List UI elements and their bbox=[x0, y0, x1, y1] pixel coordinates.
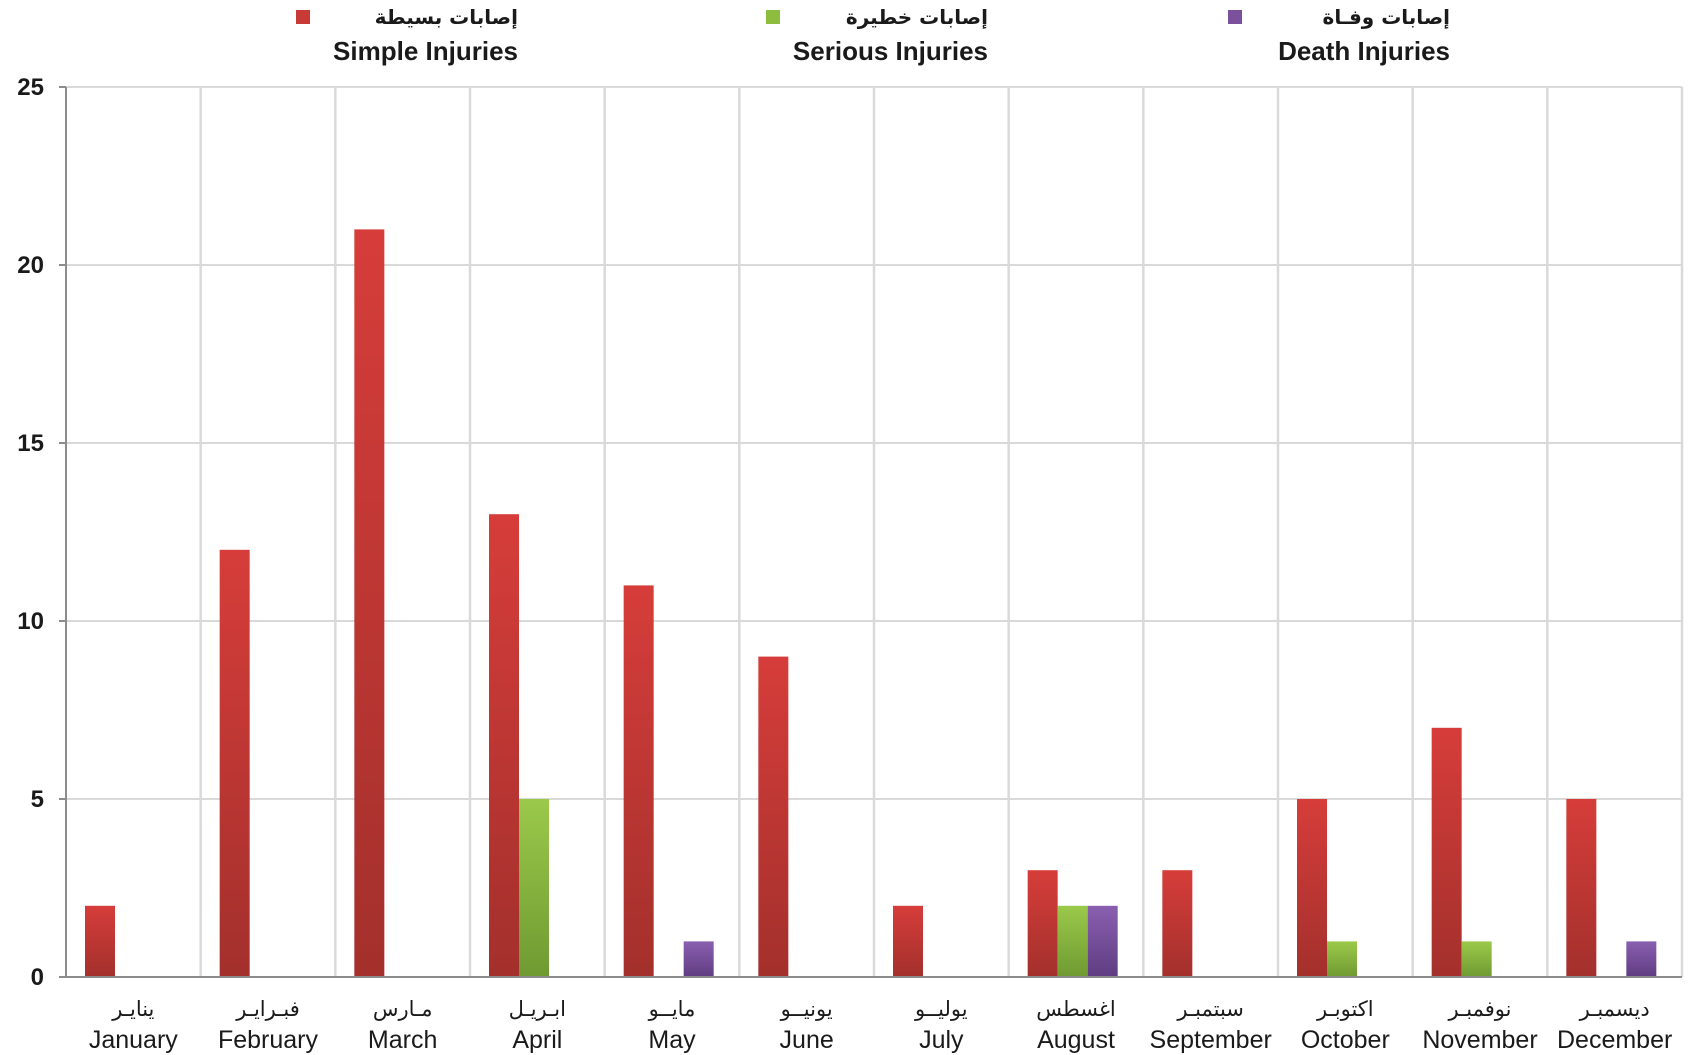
x-label-en-march: March bbox=[368, 1026, 437, 1054]
x-label-ar-january: ينايـر bbox=[111, 997, 154, 1021]
x-label-ar-may: مايــو bbox=[648, 997, 696, 1021]
x-label-en-november: November bbox=[1422, 1026, 1537, 1054]
bar-simple-injuries-december bbox=[1566, 799, 1597, 977]
y-tick-label-15: 15 bbox=[17, 430, 44, 457]
x-label-ar-august: اغسطس bbox=[1036, 997, 1116, 1021]
x-label-en-september: September bbox=[1150, 1026, 1272, 1054]
legend-label-ar-death-injuries: إصابات وفـاة bbox=[1323, 5, 1450, 29]
bar-simple-injuries-may bbox=[623, 585, 654, 977]
legend-label-en-simple-injuries: Simple Injuries bbox=[333, 36, 518, 66]
axes bbox=[59, 86, 1682, 978]
bar-simple-injuries-september bbox=[1162, 870, 1193, 977]
bar-simple-injuries-november bbox=[1431, 727, 1462, 977]
x-label-en-february: February bbox=[218, 1026, 319, 1054]
legend-swatch-serious-injuries bbox=[766, 10, 780, 24]
bar-simple-injuries-march bbox=[354, 229, 385, 977]
bar-simple-injuries-june bbox=[758, 656, 789, 977]
legend-label-en-serious-injuries: Serious Injuries bbox=[793, 36, 988, 66]
y-tick-label-0: 0 bbox=[31, 964, 44, 991]
x-label-en-january: January bbox=[89, 1026, 178, 1054]
bar-simple-injuries-october bbox=[1297, 799, 1327, 977]
legend-label-ar-serious-injuries: إصابات خطيرة bbox=[846, 5, 988, 29]
bar-simple-injuries-february bbox=[219, 549, 250, 977]
legend: إصابات بسيطة Simple Injuries إصابات خطيرة S… bbox=[296, 5, 1450, 66]
x-label-en-july: July bbox=[919, 1026, 964, 1054]
bar-simple-injuries-august bbox=[1027, 870, 1058, 977]
bars bbox=[85, 229, 1657, 977]
legend-label-en-death-injuries: Death Injuries bbox=[1278, 36, 1450, 66]
bar-serious-injuries-april bbox=[519, 799, 549, 977]
x-label-ar-december: ديسمبـر bbox=[1579, 997, 1650, 1021]
x-label-en-december: December bbox=[1557, 1026, 1672, 1054]
x-label-ar-september: سبتمبـر bbox=[1176, 997, 1244, 1021]
bar-simple-injuries-july bbox=[893, 905, 923, 977]
x-axis-category-labels: ينايـر January فبـرايـر February مـارس March ا… bbox=[89, 997, 1672, 1054]
x-label-ar-november: نوفمبـر bbox=[1448, 997, 1512, 1021]
y-tick-label-10: 10 bbox=[17, 608, 44, 635]
x-label-ar-july: يوليــو bbox=[914, 997, 968, 1021]
x-label-ar-april: ابـريـل bbox=[509, 997, 566, 1021]
legend-label-ar-simple-injuries: إصابات بسيطة bbox=[375, 5, 518, 29]
x-label-ar-february: فبـرايـر bbox=[235, 997, 300, 1021]
gridlines bbox=[66, 86, 1684, 977]
x-label-ar-june: يونيــو bbox=[780, 997, 833, 1021]
y-tick-label-25: 25 bbox=[17, 74, 44, 101]
y-tick-label-20: 20 bbox=[17, 252, 44, 279]
bar-death-injuries-december bbox=[1626, 941, 1657, 977]
bar-death-injuries-may bbox=[683, 941, 714, 977]
y-axis-tick-labels: 0 5 10 15 20 25 bbox=[17, 74, 44, 991]
bar-serious-injuries-august bbox=[1057, 905, 1088, 977]
legend-swatch-death-injuries bbox=[1228, 10, 1242, 24]
bar-death-injuries-august bbox=[1087, 905, 1118, 977]
bar-serious-injuries-october bbox=[1327, 941, 1357, 977]
x-label-en-may: May bbox=[648, 1026, 696, 1054]
x-label-en-june: June bbox=[780, 1026, 834, 1054]
bar-simple-injuries-january bbox=[85, 905, 115, 977]
x-label-en-august: August bbox=[1037, 1026, 1115, 1054]
x-label-ar-october: اكتوبـر bbox=[1316, 997, 1374, 1021]
y-tick-label-5: 5 bbox=[31, 786, 44, 813]
bar-simple-injuries-april bbox=[489, 514, 519, 977]
bar-serious-injuries-november bbox=[1461, 941, 1492, 977]
x-label-en-october: October bbox=[1301, 1026, 1390, 1054]
x-label-ar-march: مـارس bbox=[373, 997, 433, 1021]
legend-swatch-simple-injuries bbox=[296, 10, 310, 24]
x-label-en-april: April bbox=[512, 1026, 562, 1054]
